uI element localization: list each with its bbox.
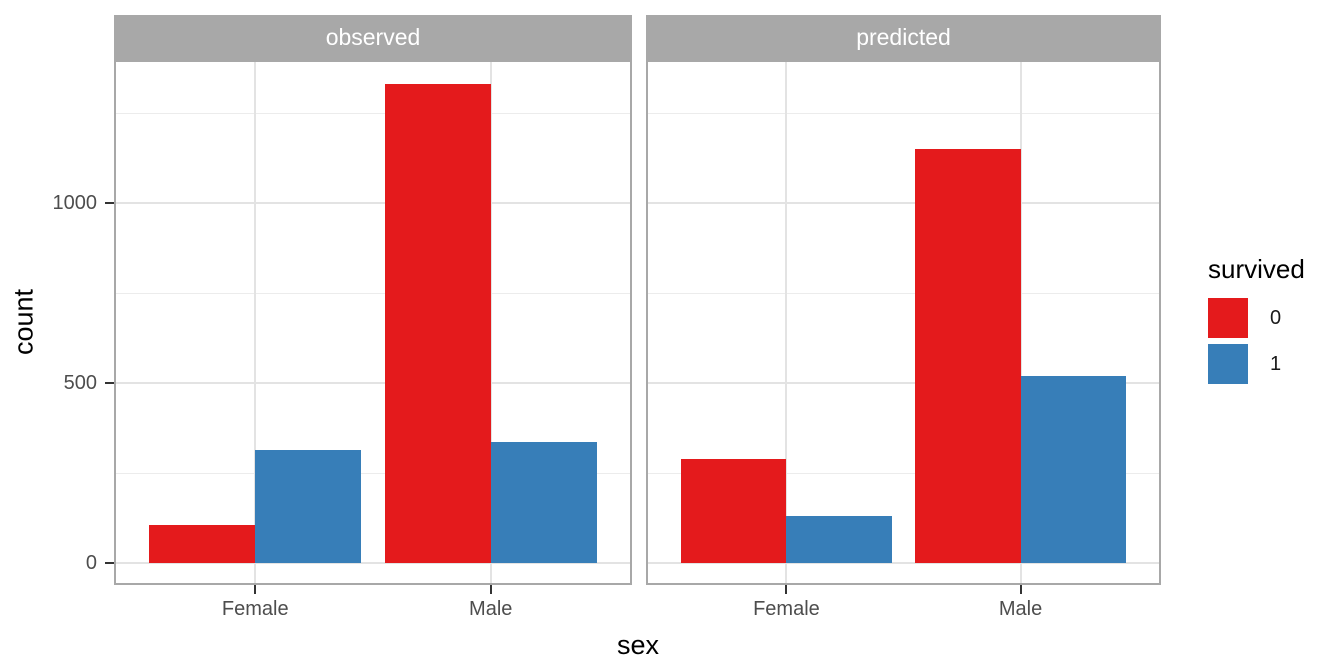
y-tick-mark xyxy=(105,202,114,204)
facet-panel xyxy=(646,60,1161,585)
legend-item: 1 xyxy=(1208,344,1305,384)
x-tick-label: Female xyxy=(221,598,289,620)
bar-predicted-Female-survived-0 xyxy=(681,458,787,563)
bar-predicted-Male-survived-0 xyxy=(915,149,1021,563)
gridline-minor xyxy=(646,472,1161,474)
gridline-major-x xyxy=(254,60,257,585)
gridline-minor xyxy=(114,472,632,474)
gridline-minor xyxy=(114,292,632,294)
x-tick-mark xyxy=(254,585,257,594)
bar-predicted-Male-survived-1 xyxy=(1020,375,1126,563)
x-tick-mark xyxy=(489,585,492,594)
gridline-major xyxy=(646,202,1161,204)
facet-panel xyxy=(114,60,632,585)
x-tick-label: Male xyxy=(469,598,513,620)
bar-observed-Female-survived-0 xyxy=(149,525,256,563)
gridline-major xyxy=(114,382,632,384)
gridline-major xyxy=(646,382,1161,384)
gridline-minor xyxy=(646,292,1161,294)
x-tick-mark xyxy=(785,585,788,594)
x-tick-label: Female xyxy=(753,598,820,620)
gridline-major xyxy=(646,562,1161,564)
gridline-major xyxy=(114,562,632,564)
gridline-major-x xyxy=(785,60,788,585)
y-axis-title: count xyxy=(8,288,39,356)
bar-observed-Male-survived-0 xyxy=(384,84,491,563)
gridline-minor xyxy=(646,112,1161,114)
y-tick-label: 500 xyxy=(63,372,97,394)
y-tick-mark xyxy=(105,382,114,384)
facet-strip-label: predicted xyxy=(856,24,951,50)
y-tick-mark xyxy=(105,562,114,564)
legend-item-label: 1 xyxy=(1270,352,1282,375)
bar-predicted-Female-survived-1 xyxy=(786,516,892,563)
legend-title: survived xyxy=(1208,254,1305,284)
gridline-major xyxy=(114,202,632,204)
facet-strip: predicted xyxy=(646,15,1161,60)
bar-observed-Male-survived-1 xyxy=(490,442,597,563)
legend-item: 0 xyxy=(1208,298,1305,338)
gridline-major-x xyxy=(489,60,492,585)
bar-observed-Female-survived-1 xyxy=(255,449,362,563)
legend-key-swatch xyxy=(1208,344,1248,384)
x-tick-mark xyxy=(1019,585,1022,594)
facet-strip: observed xyxy=(114,15,632,60)
gridline-major-x xyxy=(1019,60,1022,585)
y-tick-label: 1000 xyxy=(52,192,98,214)
legend-item-label: 0 xyxy=(1270,306,1282,329)
x-axis-title: sex xyxy=(616,630,660,660)
facet-strip-label: observed xyxy=(325,24,421,50)
gridline-minor xyxy=(114,112,632,114)
x-tick-label: Male xyxy=(998,598,1043,620)
y-tick-label: 0 xyxy=(85,552,97,574)
legend-key-swatch xyxy=(1208,298,1248,338)
